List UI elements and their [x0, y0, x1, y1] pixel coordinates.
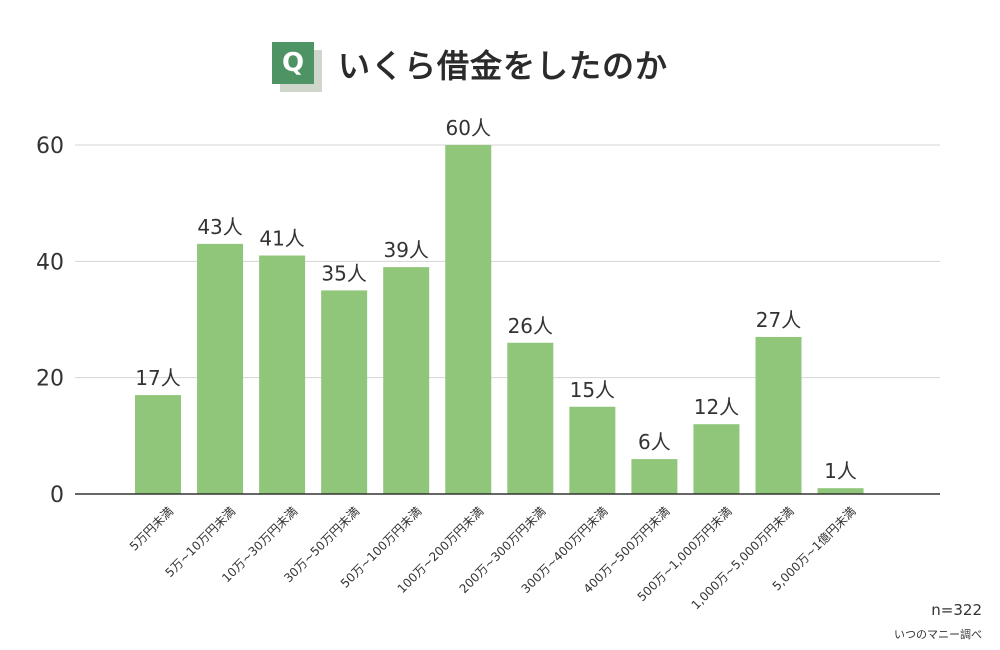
data-label: 1人: [824, 459, 857, 483]
bar: [631, 459, 678, 494]
data-label: 27人: [756, 308, 801, 332]
data-label: 43人: [197, 215, 242, 239]
q-badge: Q: [272, 42, 322, 92]
y-tick-label: 40: [36, 250, 64, 275]
bar: [197, 243, 244, 494]
bar: [507, 342, 554, 494]
y-tick-label: 20: [36, 367, 64, 392]
bar: [445, 145, 492, 494]
x-tick-label: 1,000万~5,000万円未満: [689, 504, 797, 612]
chart-title: いくら借金をしたのか: [338, 47, 669, 85]
source-note: いつのマニー調べ: [894, 628, 982, 641]
y-tick-label: 0: [50, 483, 64, 508]
data-label: 39人: [383, 238, 428, 262]
data-label: 6人: [638, 430, 671, 454]
data-label: 60人: [446, 116, 491, 140]
x-tick-label: 5万円未満: [127, 504, 176, 553]
bar: [383, 267, 430, 494]
bar: [817, 488, 864, 494]
bar: [321, 290, 368, 494]
sample-size-note: n=322: [931, 601, 982, 619]
data-label: 35人: [321, 261, 366, 285]
data-label: 26人: [508, 314, 553, 338]
bar: [259, 255, 306, 494]
data-label: 12人: [694, 395, 739, 419]
bar: [693, 424, 740, 494]
bar: [755, 336, 802, 494]
bar: [135, 395, 181, 494]
data-label: 17人: [135, 366, 180, 390]
chart-title-block: Q いくら借金をしたのか: [272, 38, 669, 92]
bar: [569, 406, 616, 494]
data-label: 15人: [570, 378, 615, 402]
q-badge-letter: Q: [272, 42, 314, 84]
y-tick-label: 60: [36, 134, 64, 159]
data-label: 41人: [259, 227, 304, 251]
